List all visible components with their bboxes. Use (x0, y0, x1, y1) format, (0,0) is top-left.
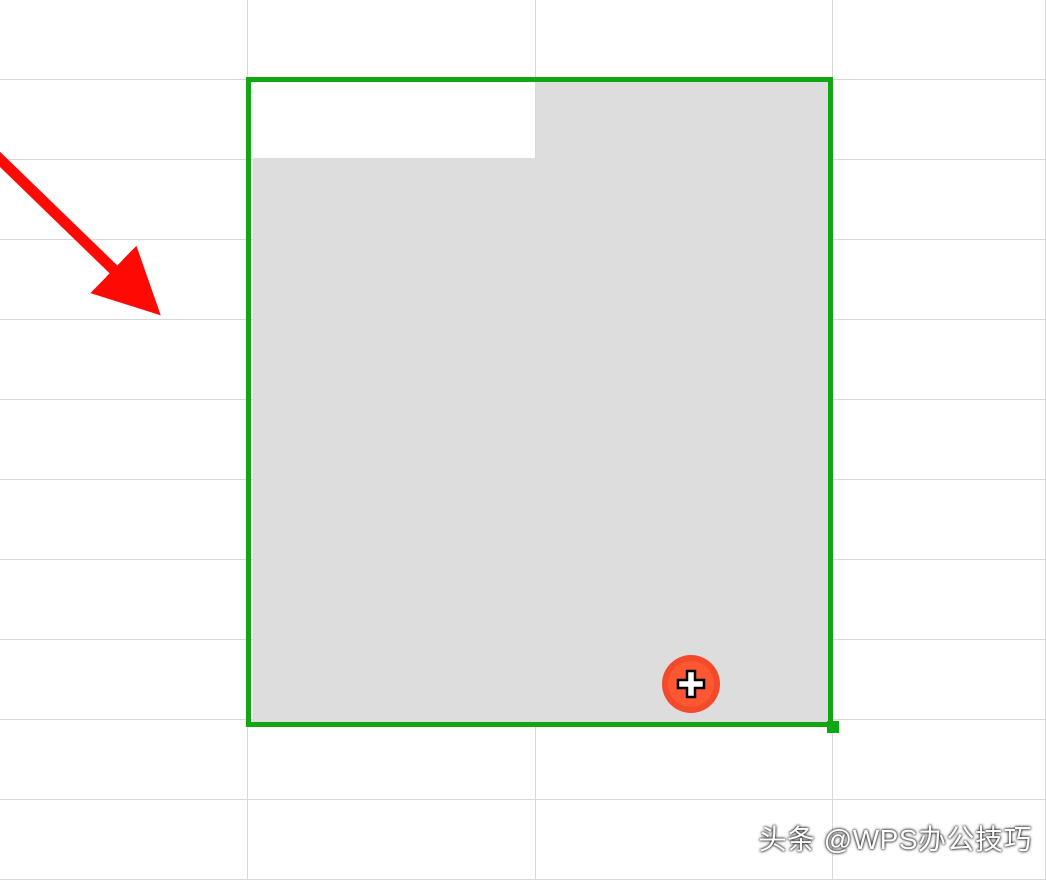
watermark-text: 头条 @WPS办公技巧 (759, 818, 1032, 858)
cell[interactable] (248, 640, 536, 719)
cell[interactable] (248, 560, 536, 639)
cell[interactable] (536, 320, 833, 399)
table-row (0, 240, 1046, 320)
cell[interactable] (536, 640, 833, 719)
cell[interactable] (536, 400, 833, 479)
table-row (0, 0, 1046, 80)
cell[interactable] (536, 560, 833, 639)
cell[interactable] (0, 240, 248, 319)
cell[interactable] (0, 720, 248, 799)
cell[interactable] (248, 0, 536, 79)
cell[interactable] (833, 320, 1046, 399)
cell[interactable] (0, 400, 248, 479)
cell[interactable] (248, 240, 536, 319)
cell[interactable] (248, 320, 536, 399)
cell[interactable] (248, 480, 536, 559)
cell[interactable] (833, 560, 1046, 639)
cell[interactable] (0, 160, 248, 239)
cell[interactable] (248, 160, 536, 239)
cell[interactable] (833, 480, 1046, 559)
table-row (0, 480, 1046, 560)
cell[interactable] (248, 80, 536, 159)
cell[interactable] (536, 720, 833, 799)
cell[interactable] (833, 80, 1046, 159)
table-row (0, 560, 1046, 640)
spreadsheet-grid[interactable] (0, 0, 1046, 864)
cell[interactable] (0, 560, 248, 639)
table-row (0, 80, 1046, 160)
cell[interactable] (833, 720, 1046, 799)
cell[interactable] (0, 320, 248, 399)
cell[interactable] (0, 80, 248, 159)
cell[interactable] (833, 400, 1046, 479)
cell[interactable] (248, 400, 536, 479)
cell[interactable] (833, 640, 1046, 719)
cell[interactable] (536, 160, 833, 239)
cell[interactable] (0, 640, 248, 719)
cell[interactable] (536, 0, 833, 79)
cell[interactable] (0, 0, 248, 79)
table-row (0, 160, 1046, 240)
cell[interactable] (833, 240, 1046, 319)
cell[interactable] (248, 800, 536, 879)
table-row (0, 720, 1046, 800)
cell[interactable] (536, 80, 833, 159)
cell[interactable] (536, 240, 833, 319)
cell[interactable] (833, 0, 1046, 79)
cell[interactable] (0, 480, 248, 559)
cell[interactable] (833, 160, 1046, 239)
table-row (0, 640, 1046, 720)
table-row (0, 320, 1046, 400)
cell[interactable] (536, 480, 833, 559)
cell[interactable] (0, 800, 248, 879)
cell[interactable] (248, 720, 536, 799)
table-row (0, 400, 1046, 480)
